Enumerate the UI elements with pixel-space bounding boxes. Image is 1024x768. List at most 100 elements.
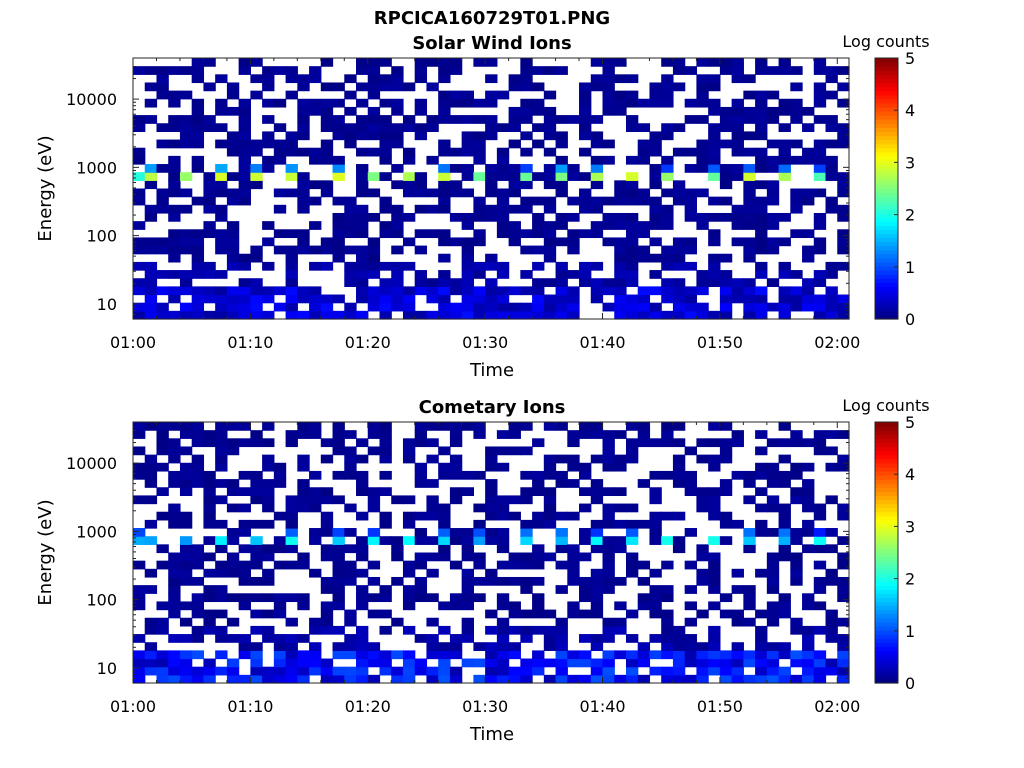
heatmap-cell: [813, 666, 827, 676]
heatmap-cell: [837, 593, 850, 603]
heatmap-cell: [238, 560, 251, 570]
colorbar-tick-label: 3: [905, 153, 915, 172]
heatmap-cell: [273, 511, 287, 521]
heatmap-cell: [226, 568, 240, 578]
heatmap-cell: [766, 609, 780, 619]
heatmap-cell: [297, 503, 310, 513]
heatmap-cell: [661, 204, 674, 214]
heatmap-cell: [532, 625, 545, 635]
heatmap-cell: [391, 286, 404, 296]
heatmap-cell: [755, 609, 768, 619]
heatmap-cell: [731, 658, 744, 668]
heatmap-cell: [766, 674, 780, 684]
heatmap-cell: [755, 487, 768, 497]
heatmap-cell: [168, 658, 181, 668]
heatmap-cell: [672, 253, 686, 263]
heatmap-cell: [473, 422, 486, 431]
heatmap-cell: [309, 625, 322, 635]
heatmap-cell: [684, 658, 698, 668]
heatmap-cell: [637, 430, 651, 439]
heatmap-cell: [520, 576, 533, 586]
heatmap-cell: [567, 511, 580, 521]
heatmap-cell: [438, 237, 451, 247]
heatmap-cell: [825, 74, 838, 84]
heatmap-cell: [708, 642, 721, 651]
heatmap-cell: [508, 625, 521, 635]
heatmap-cell: [144, 568, 158, 578]
heatmap-cell: [567, 270, 580, 279]
heatmap-cell: [719, 609, 733, 619]
heatmap-cell: [250, 164, 263, 173]
heatmap-cell: [191, 479, 205, 488]
colorbar-segment: [875, 564, 898, 570]
heatmap-cell: [755, 221, 768, 230]
heatmap-cell: [755, 155, 768, 165]
heatmap-cell: [203, 593, 216, 603]
heatmap-cell: [191, 74, 205, 84]
heatmap-cell: [356, 568, 369, 578]
heatmap-cell: [309, 617, 322, 627]
heatmap-cell: [473, 229, 486, 239]
heatmap-cell: [496, 666, 510, 676]
heatmap-cell: [532, 658, 545, 668]
heatmap-cell: [356, 115, 369, 124]
heatmap-cell: [438, 462, 451, 472]
heatmap-cell: [813, 221, 827, 230]
heatmap-cell: [567, 245, 580, 255]
heatmap-cell: [731, 58, 744, 67]
heatmap-cell: [203, 674, 216, 684]
heatmap-cell: [297, 188, 310, 198]
heatmap-cell: [649, 172, 662, 181]
heatmap-cell: [449, 212, 463, 222]
heatmap-cell: [543, 237, 557, 247]
heatmap-cell: [790, 674, 803, 684]
heatmap-cell: [755, 650, 768, 660]
heatmap-cell: [344, 430, 357, 439]
heatmap-cell: [297, 294, 310, 304]
heatmap-cell: [238, 180, 251, 190]
heatmap-cell: [285, 528, 298, 537]
heatmap-cell: [837, 204, 850, 214]
heatmap-cell: [743, 470, 756, 480]
heatmap-cell: [543, 90, 557, 100]
heatmap-cell: [179, 601, 193, 611]
heatmap-cell: [426, 511, 439, 521]
heatmap-cell: [273, 609, 287, 619]
heatmap-cell: [602, 625, 615, 635]
heatmap-cell: [191, 430, 205, 439]
heatmap-cell: [144, 261, 158, 271]
heatmap-cell: [825, 115, 838, 124]
heatmap-cell: [168, 237, 181, 247]
heatmap-cell: [262, 625, 275, 635]
heatmap-cell: [802, 123, 815, 133]
heatmap-cell: [637, 658, 651, 668]
heatmap-cell: [813, 601, 827, 611]
heatmap-cell: [391, 180, 404, 190]
heatmap-cell: [731, 430, 744, 439]
heatmap-cell: [414, 470, 428, 480]
heatmap-cell: [485, 674, 498, 684]
heatmap-cell: [344, 270, 357, 279]
colorbar-segment: [875, 278, 898, 283]
heatmap-cell: [590, 666, 604, 676]
heatmap-cell: [625, 568, 639, 578]
heatmap-cell: [649, 495, 662, 505]
heatmap-cell: [555, 66, 568, 75]
heatmap-cell: [543, 180, 557, 190]
heatmap-cell: [356, 278, 369, 287]
heatmap-cell: [520, 82, 533, 92]
heatmap-cell: [684, 245, 698, 255]
colorbar-segment: [875, 560, 898, 566]
heatmap-cell: [696, 74, 709, 84]
heatmap-cell: [813, 66, 827, 75]
heatmap-cell: [414, 593, 428, 603]
heatmap-cell: [168, 180, 181, 190]
heatmap-cell: [825, 528, 838, 537]
heatmap-cell: [144, 536, 158, 545]
heatmap-cell: [802, 438, 815, 448]
heatmap-cell: [449, 66, 463, 75]
heatmap-cell: [672, 544, 686, 554]
colorbar-segment: [875, 426, 898, 431]
